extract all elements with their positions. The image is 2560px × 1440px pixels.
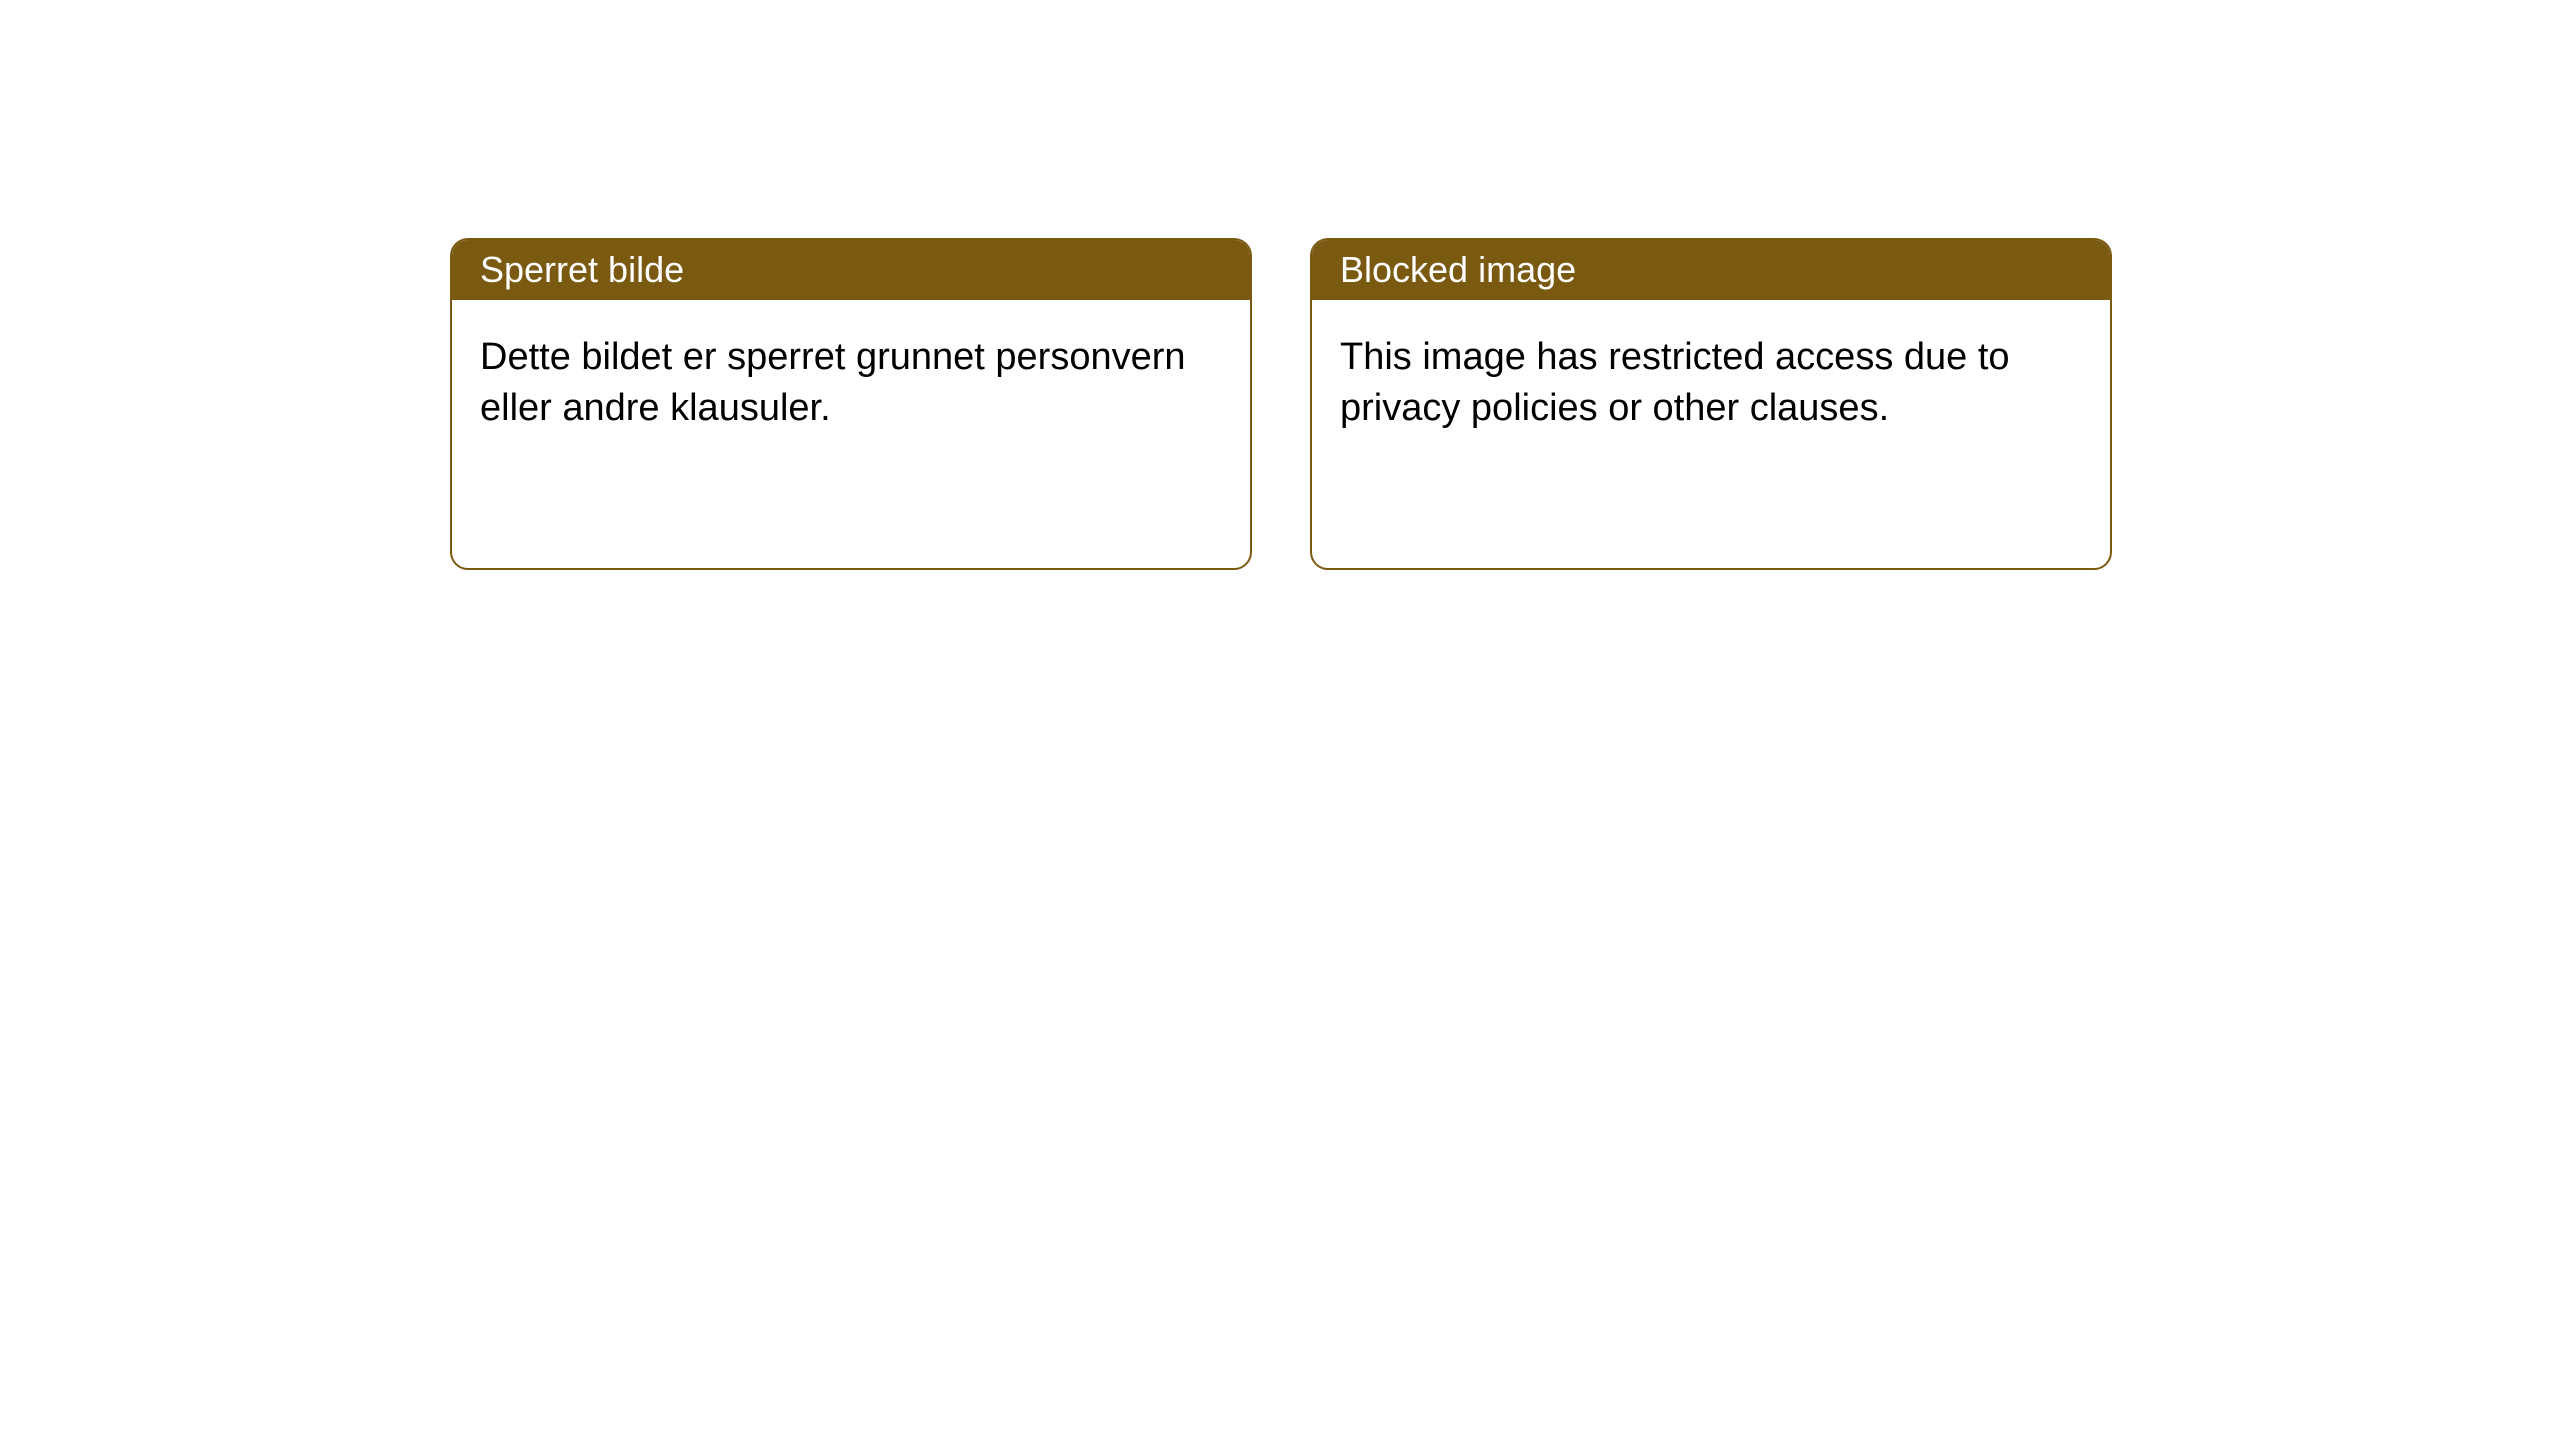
notice-body: This image has restricted access due to … <box>1312 300 2110 467</box>
notices-container: Sperret bilde Dette bildet er sperret gr… <box>450 238 2112 570</box>
notice-body-text: This image has restricted access due to … <box>1340 336 2010 429</box>
notice-body: Dette bildet er sperret grunnet personve… <box>452 300 1250 467</box>
notice-card-english: Blocked image This image has restricted … <box>1310 238 2112 570</box>
notice-header: Blocked image <box>1312 240 2110 300</box>
notice-card-norwegian: Sperret bilde Dette bildet er sperret gr… <box>450 238 1252 570</box>
notice-header-text: Blocked image <box>1340 249 1576 291</box>
notice-header-text: Sperret bilde <box>480 249 684 291</box>
notice-body-text: Dette bildet er sperret grunnet personve… <box>480 336 1186 429</box>
notice-header: Sperret bilde <box>452 240 1250 300</box>
